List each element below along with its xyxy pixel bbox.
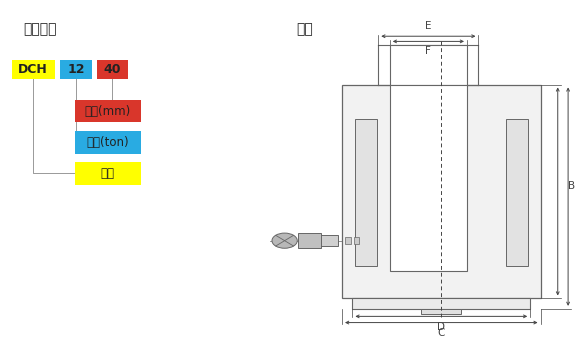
Bar bbox=[506, 119, 528, 266]
Bar bbox=[342, 85, 540, 298]
Text: 载荷(ton): 载荷(ton) bbox=[86, 136, 129, 149]
Bar bbox=[421, 309, 461, 314]
Bar bbox=[355, 119, 377, 266]
Bar bbox=[352, 298, 530, 309]
Text: F: F bbox=[426, 46, 431, 56]
Text: 行程(mm): 行程(mm) bbox=[85, 105, 131, 118]
Bar bbox=[75, 100, 141, 122]
Text: 12: 12 bbox=[67, 63, 85, 76]
Bar bbox=[390, 85, 467, 271]
Bar bbox=[75, 131, 141, 154]
Text: 型号: 型号 bbox=[101, 167, 115, 180]
Text: 40: 40 bbox=[104, 63, 121, 76]
Text: D: D bbox=[438, 322, 445, 332]
Bar bbox=[12, 60, 55, 79]
Bar bbox=[354, 237, 359, 244]
Bar bbox=[390, 45, 467, 85]
Bar bbox=[60, 60, 92, 79]
Text: C: C bbox=[438, 328, 445, 338]
Text: DCH: DCH bbox=[18, 63, 48, 76]
Text: E: E bbox=[425, 21, 432, 31]
Bar bbox=[320, 236, 338, 246]
Bar bbox=[298, 234, 321, 248]
Text: 尺寸: 尺寸 bbox=[296, 22, 313, 37]
Circle shape bbox=[272, 233, 297, 248]
Bar bbox=[97, 60, 128, 79]
Text: B: B bbox=[568, 181, 575, 191]
Bar bbox=[75, 162, 141, 185]
Text: 型号说明: 型号说明 bbox=[23, 22, 56, 37]
Bar bbox=[345, 237, 351, 244]
